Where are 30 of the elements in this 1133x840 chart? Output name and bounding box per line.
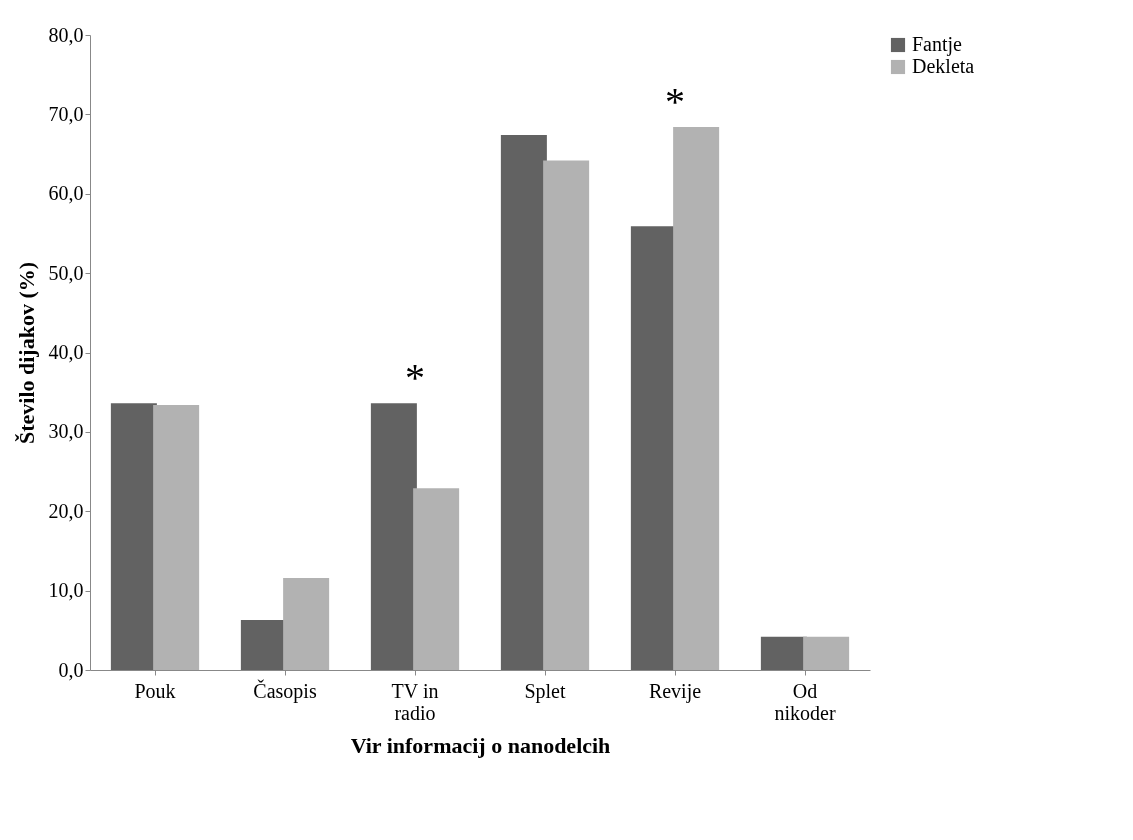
y-tick-label: 60,0 [48, 182, 84, 205]
x-tick-label: Časopis [253, 678, 317, 703]
x-tick-label: Revije [648, 679, 702, 703]
legend-label: Fantje [912, 33, 963, 56]
y-tick-label: 80,0 [48, 23, 84, 46]
bar [673, 127, 720, 670]
y-tick-label: 30,0 [48, 420, 84, 443]
y-tick-label: 50,0 [48, 261, 84, 284]
bar [413, 488, 460, 670]
y-tick-label: 0,0 [58, 658, 84, 681]
bar [110, 403, 157, 670]
y-axis-title: Število dijakov (%) [13, 261, 39, 445]
x-tick-label: Pouk [134, 679, 176, 702]
bar [283, 577, 330, 670]
bar [370, 403, 417, 670]
y-tick-label: 70,0 [48, 102, 84, 125]
annotation: * [405, 355, 425, 401]
bar [543, 160, 590, 670]
bar [153, 404, 200, 670]
x-tick-label: TV in radio [391, 679, 439, 724]
legend-label: Dekleta [912, 55, 975, 77]
y-tick-label: 20,0 [48, 499, 84, 522]
annotation: * [665, 79, 685, 125]
y-tick-label: 40,0 [48, 341, 84, 363]
y-tick-label: 10,0 [48, 579, 84, 602]
x-tick-label: Splet [524, 679, 566, 703]
x-tick-label: Od nikoder [774, 679, 836, 724]
bar [500, 135, 547, 670]
bar [803, 636, 850, 670]
x-axis-title: Vir informacij o nanodelcih [350, 732, 611, 758]
